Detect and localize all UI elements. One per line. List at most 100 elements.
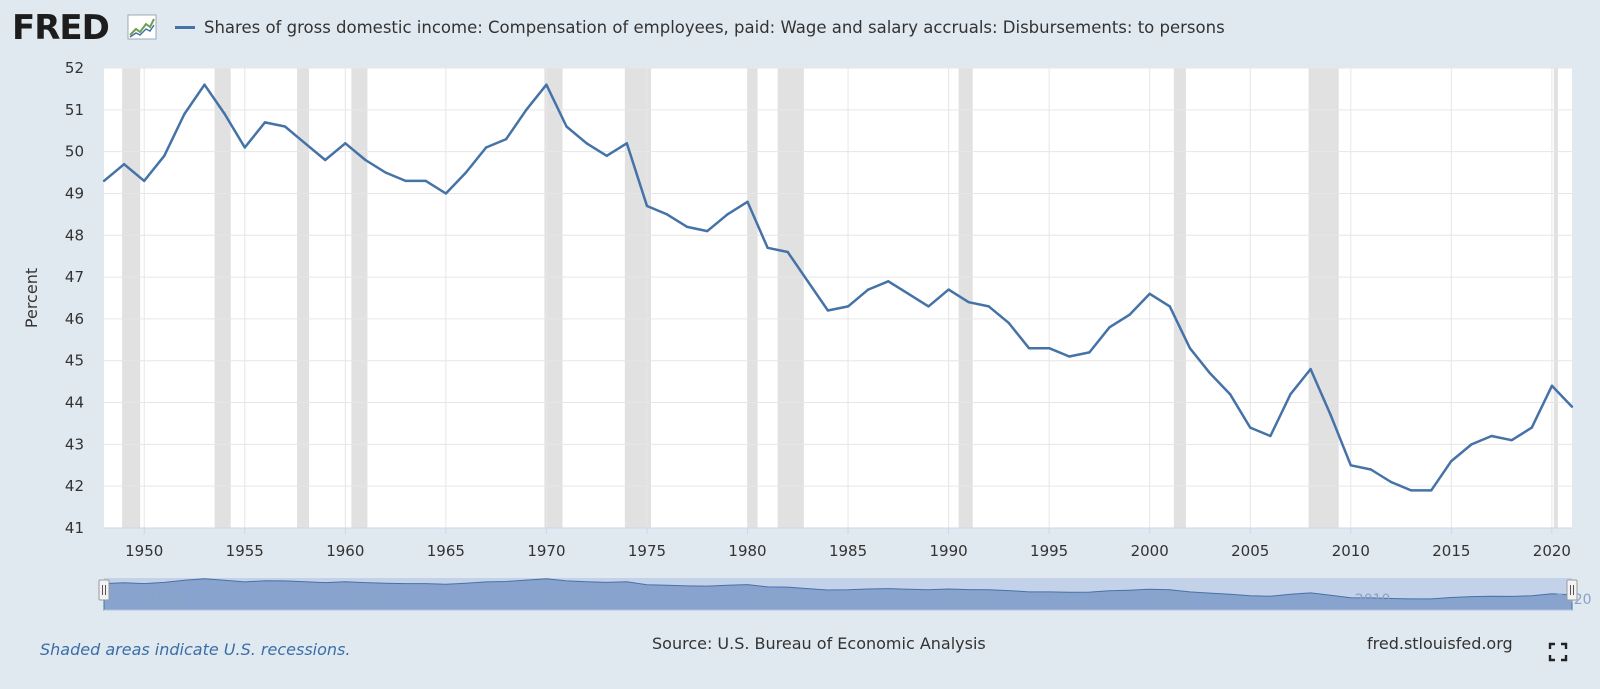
data-point-1998 — [1108, 326, 1111, 329]
data-point-1968 — [504, 137, 508, 141]
data-point-1986 — [866, 288, 870, 291]
recession-band-6 — [747, 68, 758, 528]
data-point-2018 — [1510, 438, 1513, 442]
data-point-1952 — [183, 112, 186, 116]
data-point-2017 — [1490, 434, 1493, 438]
recession-band-1 — [214, 68, 231, 528]
data-point-1949 — [122, 162, 126, 166]
data-point-1953 — [203, 83, 206, 86]
x-tick-label-2010: 2010 — [1332, 542, 1370, 560]
plot-background — [104, 68, 1572, 528]
data-point-1969 — [525, 108, 528, 112]
x-tick-label-1980: 1980 — [728, 542, 766, 560]
fullscreen-icon[interactable] — [1548, 642, 1568, 662]
navigator-handle-left[interactable] — [98, 579, 110, 601]
data-point-1967 — [484, 146, 488, 149]
data-point-1963 — [404, 179, 407, 183]
x-axis-ticks: 1950 1955 1960 1965 1970 1975 1980 1985 1990 1995… — [104, 527, 1572, 560]
y-tick-label-52: 52 — [65, 59, 84, 77]
y-tick-label-42: 42 — [65, 477, 84, 495]
y-tick-label-50: 50 — [65, 143, 84, 161]
recession-band-11 — [1553, 68, 1558, 528]
data-point-2000 — [1148, 292, 1151, 296]
navigator-handle-right[interactable] — [1566, 579, 1578, 601]
x-tick-label-1955: 1955 — [226, 542, 264, 560]
fred-url-link[interactable]: fred.stlouisfed.org — [1367, 634, 1513, 653]
recession-band-10 — [1308, 68, 1339, 528]
data-point-1955 — [243, 146, 246, 149]
legend-swatch — [175, 25, 195, 29]
y-axis-label: Percent — [22, 268, 41, 328]
data-point-1979 — [726, 213, 729, 216]
data-point-1962 — [384, 171, 387, 174]
series-line — [103, 83, 1573, 492]
x-tick-label-2005: 2005 — [1231, 542, 1269, 560]
recession-band-8 — [958, 68, 973, 528]
y-tick-label-44: 44 — [65, 394, 84, 412]
data-point-1992 — [987, 305, 991, 308]
data-point-1996 — [1068, 355, 1071, 358]
y-tick-label-48: 48 — [65, 226, 84, 244]
x-tick-label-1985: 1985 — [829, 542, 867, 560]
navigator-tick-label-1950: 1950 — [148, 592, 184, 608]
data-point-1983 — [806, 280, 810, 283]
recession-band-3 — [351, 68, 368, 528]
recession-band-0 — [122, 68, 141, 528]
legend[interactable]: Shares of gross domestic income: Compens… — [175, 16, 1225, 38]
data-point-1999 — [1128, 313, 1131, 316]
data-point-1981 — [766, 246, 769, 250]
data-point-2019 — [1530, 426, 1533, 429]
data-point-2009 — [1329, 413, 1332, 417]
x-tick-label-2000: 2000 — [1131, 542, 1169, 560]
data-point-2013 — [1409, 489, 1413, 492]
data-point-1974 — [625, 142, 629, 145]
fred-logo[interactable]: FRED — [12, 8, 110, 48]
legend-series-title: Shares of gross domestic income: Compens… — [204, 17, 1225, 37]
data-point-1970 — [545, 83, 548, 86]
data-point-1951 — [163, 154, 166, 158]
recession-band-9 — [1173, 68, 1186, 528]
series-line-group — [102, 83, 1574, 492]
navigator: 19501960197019801990200020102020 — [98, 578, 1592, 611]
data-point-1950 — [143, 179, 146, 183]
chart-header: FRED Shares of gross domestic income: Co… — [0, 0, 1600, 56]
data-point-1966 — [464, 171, 468, 174]
data-point-2004 — [1228, 392, 1232, 396]
data-point-2001 — [1168, 305, 1172, 308]
x-tick-label-1950: 1950 — [125, 542, 163, 560]
y-tick-label-45: 45 — [65, 352, 84, 370]
navigator-tick-label-1980: 1980 — [752, 592, 788, 608]
data-point-1956 — [263, 121, 267, 124]
data-point-1994 — [1027, 346, 1031, 350]
y-tick-label-41: 41 — [65, 519, 84, 537]
data-point-2021 — [1570, 405, 1574, 408]
navigator-tick-label-2000: 2000 — [1154, 592, 1190, 608]
data-point-1988 — [907, 292, 910, 296]
data-point-1961 — [364, 158, 367, 162]
data-point-2003 — [1208, 372, 1212, 375]
x-tick-label-1960: 1960 — [326, 542, 364, 560]
data-point-1990 — [947, 288, 950, 291]
data-point-1972 — [585, 142, 588, 145]
navigator-tick-label-1970: 1970 — [550, 592, 586, 608]
data-point-2015 — [1450, 459, 1453, 463]
navigator-tick-label-1990: 1990 — [953, 592, 989, 608]
y-tick-label-46: 46 — [65, 310, 84, 328]
data-point-1960 — [344, 142, 347, 145]
data-point-2010 — [1349, 464, 1352, 467]
data-point-1948 — [102, 179, 106, 183]
navigator-tick-label-1960: 1960 — [349, 592, 385, 608]
data-point-1995 — [1047, 346, 1051, 350]
data-point-2012 — [1389, 480, 1393, 484]
data-point-2008 — [1309, 367, 1312, 371]
data-point-1978 — [706, 229, 709, 233]
fred-logo-chart-icon — [127, 14, 157, 40]
data-point-1997 — [1088, 351, 1091, 354]
data-point-1989 — [927, 305, 930, 308]
data-point-2005 — [1249, 426, 1252, 429]
recession-band-4 — [544, 68, 563, 528]
data-point-2016 — [1470, 443, 1473, 446]
y-tick-label-43: 43 — [65, 435, 84, 453]
data-point-2007 — [1289, 392, 1292, 396]
